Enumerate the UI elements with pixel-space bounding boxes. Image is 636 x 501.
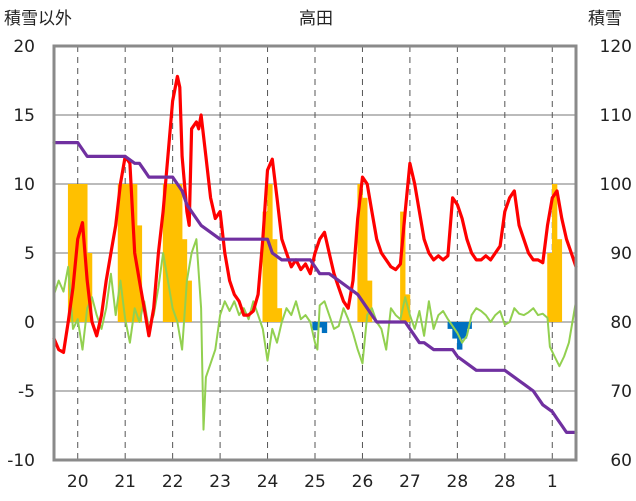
snowfall-bar — [167, 184, 173, 322]
negative-bar — [317, 322, 323, 328]
ylabel-left: 積雪以外 — [4, 9, 72, 29]
snowfall-bar — [127, 184, 133, 322]
snowfall-bar — [181, 239, 188, 322]
tick-labels: 20 15 10 5 0 -5 -10 120 110 100 90 80 70 60 20 21 22 23 24… — [7, 37, 632, 492]
x-tick-label: 25 — [304, 472, 326, 492]
snowfall-bar — [162, 184, 169, 322]
negative-bar — [321, 322, 328, 334]
snowfall-bar — [122, 184, 128, 322]
y-right-tick-label: 80 — [610, 313, 632, 333]
snowfall-bar — [172, 184, 178, 322]
x-tick-label: 26 — [352, 472, 374, 492]
snowfall-bar — [77, 184, 83, 322]
y-left-tick-label: 10 — [13, 175, 35, 195]
snowfall-bar — [186, 280, 192, 322]
x-tick-label: 27 — [399, 472, 421, 492]
y-left-tick-label: -5 — [18, 382, 35, 402]
x-tick-label: 1 — [547, 472, 558, 492]
negative-bar — [461, 322, 468, 339]
y-right-tick-label: 60 — [610, 451, 632, 471]
snowfall-bar — [357, 184, 363, 322]
snowfall-bar — [556, 239, 563, 322]
y-left-tick-label: 5 — [24, 244, 35, 264]
y-left-tick-label: 20 — [13, 37, 35, 57]
snowfall-bar — [551, 184, 558, 322]
snowfall-bar — [67, 184, 74, 322]
y-right-tick-label: 70 — [610, 382, 632, 402]
y-left-tick-label: 0 — [24, 313, 35, 333]
snowfall-bar — [117, 184, 124, 322]
x-tick-label: 28 — [447, 472, 469, 492]
ylabel-right: 積雪 — [588, 9, 622, 29]
snowfall-bar — [262, 211, 268, 322]
snowfall-bar — [366, 280, 373, 322]
x-tick-label: 22 — [162, 472, 184, 492]
snowfall-bar — [267, 184, 273, 322]
snow_depth-line — [52, 141, 578, 434]
x-tick-label: 23 — [209, 472, 231, 492]
x-tick-label: 24 — [257, 472, 279, 492]
x-tick-label: 21 — [114, 472, 136, 492]
y-left-tick-label: -10 — [7, 451, 35, 471]
x-tick-label: 20 — [67, 472, 89, 492]
snowfall-bar — [400, 211, 406, 322]
y-right-tick-label: 110 — [600, 106, 632, 126]
y-right-tick-label: 90 — [610, 244, 632, 264]
snowfall-bar — [271, 239, 278, 322]
negative-bar — [447, 322, 453, 329]
line-layer — [52, 74, 578, 434]
snowfall-bar — [276, 308, 283, 322]
chart-title: 高田 — [299, 9, 333, 29]
plot-frame — [52, 44, 578, 462]
snowfall-bar — [362, 197, 368, 322]
y-right-tick-label: 100 — [600, 175, 632, 195]
snowfall-bar — [547, 253, 553, 322]
y-right-tick-label: 120 — [600, 37, 632, 57]
red-line — [52, 74, 578, 354]
negative-bar — [312, 322, 318, 331]
snowfall-bar — [177, 184, 183, 322]
x-tick-label: 28 — [494, 472, 516, 492]
y-left-tick-label: 15 — [13, 106, 35, 126]
